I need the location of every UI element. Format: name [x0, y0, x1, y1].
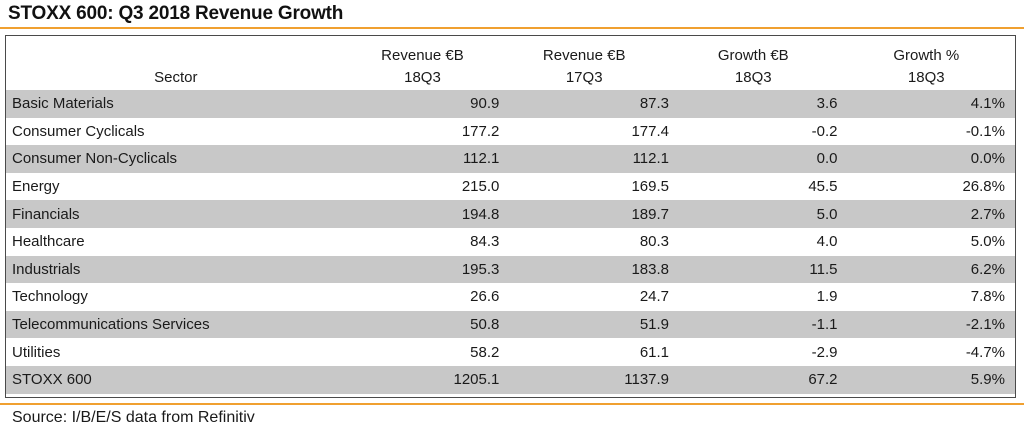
header-revenue-17q3: 17Q3 [565, 68, 603, 86]
header-row-top: Revenue €B Revenue €B Growth €B Growth % [6, 36, 1015, 64]
growth-pct-cell: 2.7% [837, 200, 1015, 228]
total-revenue-18q3: 1205.1 [345, 365, 500, 394]
source-note: Source: I/B/E/S data from Refinitiv [12, 409, 255, 426]
growth-eur-cell: 4.0 [816, 233, 838, 251]
header-growth-pct-top: Growth % [893, 47, 960, 64]
header-growth-pct: 18Q3 [907, 68, 945, 86]
growth-pct-cell: 0.0% [837, 145, 1015, 173]
revenue-18q3-cell: 90.9 [345, 90, 500, 118]
revenue-18q3-cell: 84.3 [470, 233, 500, 251]
revenue-18q3-cell: 50.8 [345, 310, 500, 339]
total-growth-eur: 67.2 [669, 365, 838, 394]
revenue-table: Revenue €B Revenue €B Growth €B Growth %… [6, 36, 1015, 394]
top-divider [0, 27, 1024, 29]
growth-eur-cell: 1.9 [816, 288, 838, 306]
revenue-17q3-cell: 177.4 [631, 122, 670, 140]
table-row: Consumer Non-Cyclicals 112.1 112.1 0.0 0… [6, 145, 1015, 173]
table-row: Financials 194.8 189.7 5.0 2.7% [6, 200, 1015, 228]
table-row: Industrials 195.3 183.8 11.5 6.2% [6, 255, 1015, 284]
growth-pct-cell: -4.7% [965, 343, 1005, 361]
growth-pct-cell: -0.1% [965, 122, 1005, 140]
growth-pct-cell: 6.2% [837, 255, 1015, 284]
growth-pct-cell: 26.8% [962, 178, 1005, 196]
growth-eur-cell: -1.1 [669, 310, 838, 339]
table-row: Basic Materials 90.9 87.3 3.6 4.1% [6, 90, 1015, 118]
total-label: STOXX 600 [6, 365, 346, 394]
revenue-18q3-cell: 112.1 [345, 145, 500, 173]
table-row: Healthcare 84.3 80.3 4.0 5.0% [6, 228, 1015, 256]
sector-cell: Basic Materials [6, 90, 346, 118]
sector-cell: Consumer Non-Cyclicals [6, 145, 346, 173]
revenue-17q3-cell: 169.5 [631, 178, 670, 196]
page-title: STOXX 600: Q3 2018 Revenue Growth [8, 3, 344, 24]
growth-pct-cell: -2.1% [837, 310, 1015, 339]
revenue-18q3-cell: 177.2 [461, 122, 500, 140]
sector-cell: Consumer Cyclicals [12, 122, 145, 140]
header-revenue-17q3-top: Revenue €B [542, 47, 626, 64]
sector-cell: Technology [12, 288, 88, 306]
revenue-18q3-cell: 58.2 [470, 343, 500, 361]
growth-eur-cell: 11.5 [669, 255, 838, 284]
header-revenue-18q3-top: Revenue €B [381, 47, 464, 64]
revenue-17q3-cell: 24.7 [639, 288, 670, 306]
table-row: Utilities 58.2 61.1 -2.9 -4.7% [6, 338, 1015, 366]
revenue-17q3-cell: 51.9 [499, 310, 670, 339]
sector-cell: Industrials [6, 255, 346, 284]
revenue-18q3-cell: 195.3 [345, 255, 500, 284]
header-sector: Sector [154, 68, 198, 86]
header-sector-top [6, 36, 346, 64]
growth-eur-cell: -2.9 [811, 343, 838, 361]
bottom-divider [0, 403, 1024, 405]
growth-pct-cell: 5.0% [970, 233, 1005, 251]
growth-eur-cell: 3.6 [669, 90, 838, 118]
growth-eur-cell: -0.2 [811, 122, 838, 140]
table-frame [5, 35, 1016, 398]
revenue-17q3-cell: 183.8 [499, 255, 670, 284]
table-row: Consumer Cyclicals 177.2 177.4 -0.2 -0.1… [6, 118, 1015, 146]
revenue-17q3-cell: 87.3 [499, 90, 670, 118]
growth-eur-cell: 45.5 [808, 178, 838, 196]
revenue-17q3-cell: 80.3 [639, 233, 670, 251]
table-row: Telecommunications Services 50.8 51.9 -1… [6, 310, 1015, 339]
total-revenue-17q3: 1137.9 [499, 365, 670, 394]
sector-cell: Financials [6, 200, 346, 228]
sector-cell: Energy [12, 178, 60, 196]
revenue-17q3-cell: 189.7 [499, 200, 670, 228]
header-revenue-18q3: 18Q3 [404, 68, 441, 86]
sector-cell: Healthcare [12, 233, 85, 251]
revenue-18q3-cell: 215.0 [461, 178, 500, 196]
sector-cell: Utilities [12, 343, 61, 361]
revenue-17q3-cell: 112.1 [499, 145, 670, 173]
header-growth-eur: 18Q3 [734, 68, 772, 86]
growth-pct-cell: 7.8% [970, 288, 1005, 306]
total-row: STOXX 600 1205.1 1137.9 67.2 5.9% [6, 365, 1015, 394]
header-row-bottom: Sector 18Q3 17Q3 18Q3 18Q3 [6, 64, 1015, 90]
table-row: Energy 215.0 169.5 45.5 26.8% [6, 173, 1015, 201]
sector-cell: Telecommunications Services [6, 310, 346, 339]
table-row: Technology 26.6 24.7 1.9 7.8% [6, 283, 1015, 311]
growth-eur-cell: 5.0 [669, 200, 838, 228]
revenue-17q3-cell: 61.1 [639, 343, 670, 361]
revenue-18q3-cell: 194.8 [345, 200, 500, 228]
growth-eur-cell: 0.0 [669, 145, 838, 173]
revenue-18q3-cell: 26.6 [470, 288, 500, 306]
total-growth-pct: 5.9% [837, 365, 1015, 394]
growth-pct-cell: 4.1% [837, 90, 1015, 118]
header-growth-eur-top: Growth €B [717, 47, 789, 64]
